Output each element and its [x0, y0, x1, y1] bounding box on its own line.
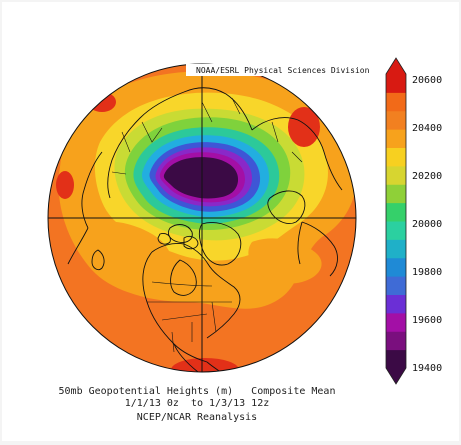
- colorbar-segment: [386, 294, 406, 314]
- colorbar-tick-labels: 20600 20400 20200 20000 19800 19600 19400: [412, 75, 442, 374]
- coastline-europe: [297, 221, 338, 277]
- political-boundaries: [111, 97, 303, 353]
- colorbar-segment: [386, 349, 406, 369]
- colorbar-segment: [386, 147, 406, 167]
- colorbar-tick-label: 20400: [412, 123, 442, 134]
- coastline-scandinavia: [267, 190, 306, 225]
- credit-box: [186, 64, 352, 76]
- colorbar: 20600 20400 20200 20000 19800 19600 19400: [385, 57, 442, 385]
- coastline-eurasia: [107, 87, 343, 199]
- coastline-north-america: [142, 243, 241, 363]
- coastlines: [67, 87, 343, 372]
- plot-panel: NOAA/ESRL Physical Sciences Division 206…: [2, 2, 459, 441]
- colorbar-arrow-bottom: [386, 368, 406, 384]
- coastline-asia-east: [67, 151, 103, 265]
- colorbar-tick-label: 19400: [412, 363, 442, 374]
- colorbar-tick-label: 20000: [412, 219, 442, 230]
- colorbar-segment: [386, 184, 406, 204]
- polar-map: NOAA/ESRL Physical Sciences Division: [47, 63, 370, 373]
- colorbar-segment: [386, 276, 406, 295]
- colorbar-segment: [386, 239, 406, 259]
- colorbar-arrow-top: [386, 58, 406, 74]
- colorbar-segment: [386, 110, 406, 130]
- caption-line-1: 50mb Geopotential Heights (m) Composite …: [58, 386, 336, 397]
- colorbar-segment: [386, 312, 406, 332]
- ridge-lobe-east: [248, 238, 322, 284]
- coastline-hudson-bay: [170, 259, 197, 296]
- colorbar-tick-label: 20200: [412, 171, 442, 182]
- ridge-lobe-america: [91, 221, 172, 287]
- colorbar-segments: [385, 57, 407, 385]
- colorbar-segment: [386, 74, 406, 93]
- coastline-greenland: [198, 222, 242, 266]
- colorbar-tick-label: 20600: [412, 75, 442, 86]
- coastline-japan: [91, 249, 105, 271]
- caption-line-3: NCEP/NCAR Reanalysis: [136, 412, 258, 423]
- colorbar-segment: [386, 257, 406, 277]
- colorbar-segment: [386, 129, 406, 148]
- colorbar-segment: [386, 165, 406, 185]
- caption-line-2: 1/1/13 0z to 1/3/13 12z: [124, 398, 270, 409]
- credit-text: NOAA/ESRL Physical Sciences Division: [196, 66, 370, 75]
- height-contours: [56, 71, 356, 372]
- colorbar-tick-label: 19800: [412, 267, 442, 278]
- colorbar-tick-label: 19600: [412, 315, 442, 326]
- high-patch-west: [56, 171, 74, 199]
- high-patch-northwest: [88, 92, 116, 112]
- colorbar-segment: [386, 331, 406, 351]
- coastline-arctic-islands: [157, 224, 199, 250]
- high-patch-northeast: [288, 107, 320, 147]
- colorbar-segment: [386, 92, 406, 112]
- colorbar-outline: [385, 57, 407, 385]
- high-patch-south: [171, 358, 239, 372]
- contour-19400-low-center: [163, 157, 239, 199]
- colorbar-segment: [386, 221, 406, 240]
- colorbar-segment: [386, 202, 406, 222]
